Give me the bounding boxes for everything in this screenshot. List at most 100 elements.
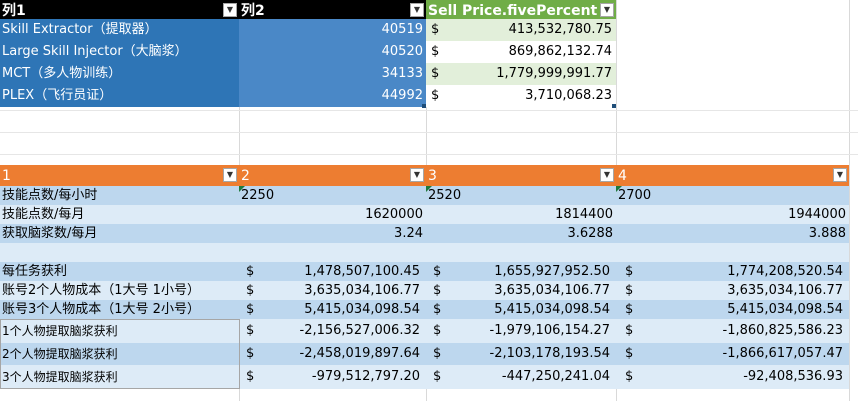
table2-cell[interactable]: $ 1,655,927,952.50 [426,262,616,281]
table1-header-col1[interactable]: 列1 ▼ [0,0,239,22]
currency-symbol: $ [625,323,634,338]
price-value: 869,862,132.74 [508,44,612,59]
table1-cell-id[interactable]: 40519 [239,19,426,41]
table2-cell[interactable]: $ 3,635,034,106.77 [239,281,426,300]
table2-cell[interactable]: $ -979,512,797.20 [239,365,426,389]
table2-cell[interactable]: $ -1,866,617,057.47 [616,343,849,365]
currency-symbol: $ [433,302,442,317]
table2-row-label[interactable]: 每任务获利 [0,262,239,281]
table2-row-label[interactable]: 技能点数/每小时 [0,186,239,205]
header-label: Sell Price.fivePercent [428,3,598,19]
text-number-warning-icon [239,186,245,192]
header-label: 4 [618,168,627,184]
filter-dropdown-icon[interactable]: ▼ [223,168,237,182]
cell-value: 3,635,034,106.77 [494,283,610,298]
table1-cell-price[interactable]: $ 3,710,068.23 [426,85,616,107]
table2-cell[interactable]: $ -2,156,527,006.32 [239,319,426,343]
cell-value: -2,103,178,193.54 [489,346,610,361]
table1-header-col2[interactable]: 列2 ▼ [239,0,426,22]
table2-cell[interactable]: $ 1,478,507,100.45 [239,262,426,281]
table2-cell[interactable]: 3.6288 [426,224,616,243]
row-divider [0,110,858,111]
table2-cell[interactable]: $ -447,250,241.04 [426,365,616,389]
table1-cell-name[interactable]: PLEX（飞行员证） [0,85,239,107]
table2-cell[interactable]: 1944000 [616,205,849,224]
table2-header-col1[interactable]: 1 ▼ [0,165,239,187]
cell-value: -1,979,106,154.27 [489,323,610,338]
filter-dropdown-icon[interactable]: ▼ [833,168,847,182]
cell-value: 3,635,034,106.77 [304,283,420,298]
filter-dropdown-icon[interactable]: ▼ [223,3,237,17]
table2-cell[interactable]: 1620000 [239,205,426,224]
currency-symbol: $ [433,283,442,298]
cell-value: 5,415,034,098.54 [304,302,420,317]
table2-cell[interactable]: 2520 [426,186,616,205]
table2-cell[interactable]: $ -1,860,825,586.23 [616,319,849,343]
currency-symbol: $ [625,346,634,361]
table2-row-label[interactable]: 获取脑浆数/每月 [0,224,239,243]
currency-symbol: $ [246,264,255,279]
filter-dropdown-icon[interactable]: ▼ [410,3,424,17]
price-value: 413,532,780.75 [508,22,612,37]
table2-cell[interactable]: $ 5,415,034,098.54 [239,300,426,319]
currency-symbol: $ [431,22,440,37]
filter-dropdown-icon[interactable]: ▼ [600,168,614,182]
table1-cell-price[interactable]: $ 413,532,780.75 [426,19,616,41]
table1-cell-name[interactable]: Skill Extractor（提取器） [0,19,239,41]
table1-cell-id[interactable]: 40520 [239,41,426,63]
table2-row-label[interactable]: 账号3个人物成本（1大号 2小号） [0,300,239,319]
price-value: 1,779,999,991.77 [496,66,612,81]
table2-cell[interactable]: $ 5,415,034,098.54 [426,300,616,319]
table2-header-col2[interactable]: 2 ▼ [239,165,426,187]
table2-row-label[interactable]: 2个人物提取脑浆获利 [0,343,239,365]
table-resize-handle-icon[interactable] [612,104,616,108]
table2-cell[interactable]: $ 1,774,208,520.54 [616,262,849,281]
table2-cell[interactable]: 2700 [616,186,849,205]
table2-cell[interactable]: $ 3,635,034,106.77 [426,281,616,300]
table2-cell[interactable]: 3.888 [616,224,849,243]
table2-cell[interactable]: $ -92,408,536.93 [616,365,849,389]
table2-cell[interactable]: 2250 [239,186,426,205]
table2-cell[interactable]: 3.24 [239,224,426,243]
filter-dropdown-icon[interactable]: ▼ [600,3,614,17]
cell-value: 2700 [618,188,652,203]
price-value: 3,710,068.23 [525,88,612,103]
filter-dropdown-icon[interactable]: ▼ [410,168,424,182]
table1-cell-id[interactable]: 34133 [239,63,426,85]
table1-cell-price[interactable]: $ 869,862,132.74 [426,41,616,63]
table2-row-label[interactable]: 技能点数/每月 [0,205,239,224]
currency-symbol: $ [625,264,634,279]
table2-row-label[interactable]: 3个人物提取脑浆获利 [0,365,239,389]
table1-cell-id[interactable]: 44992 [239,85,426,107]
table2-cell[interactable]: $ -1,979,106,154.27 [426,319,616,343]
table1-cell-name[interactable]: Large Skill Injector（大脑浆） [0,41,239,63]
cell-value: 1,655,927,952.50 [494,264,610,279]
currency-symbol: $ [246,323,255,338]
currency-symbol: $ [246,302,255,317]
cell-value: 5,415,034,098.54 [727,302,843,317]
cell-value: -2,458,019,897.64 [299,346,420,361]
table2-blank-row[interactable] [0,243,849,262]
cell-value: -979,512,797.20 [311,369,420,384]
table2-cell[interactable]: $ 5,415,034,098.54 [616,300,849,319]
table1-cell-price[interactable]: $ 1,779,999,991.77 [426,63,616,85]
row-divider [0,132,858,133]
table2-cell[interactable]: $ -2,458,019,897.64 [239,343,426,365]
cell-value: -92,408,536.93 [743,369,843,384]
table2-cell[interactable]: $ -2,103,178,193.54 [426,343,616,365]
header-label: 列1 [2,3,26,19]
table2-header-col4[interactable]: 4 ▼ [616,165,849,187]
table2-header-col3[interactable]: 3 ▼ [426,165,616,187]
currency-symbol: $ [431,66,440,81]
table2-row-label[interactable]: 1个人物提取脑浆获利 [0,319,239,343]
cell-value: 1,774,208,520.54 [727,264,843,279]
cell-value: -2,156,527,006.32 [299,323,420,338]
table2-row-label[interactable]: 账号2个人物成本（1大号 1小号） [0,281,239,300]
table2-cell[interactable]: 1814400 [426,205,616,224]
currency-symbol: $ [246,283,255,298]
table1-cell-name[interactable]: MCT（多人物训练） [0,63,239,85]
table-resize-handle-icon[interactable] [422,104,426,108]
table1-header-price[interactable]: Sell Price.fivePercent ▼ [426,0,616,22]
table2-cell[interactable]: $ 3,635,034,106.77 [616,281,849,300]
